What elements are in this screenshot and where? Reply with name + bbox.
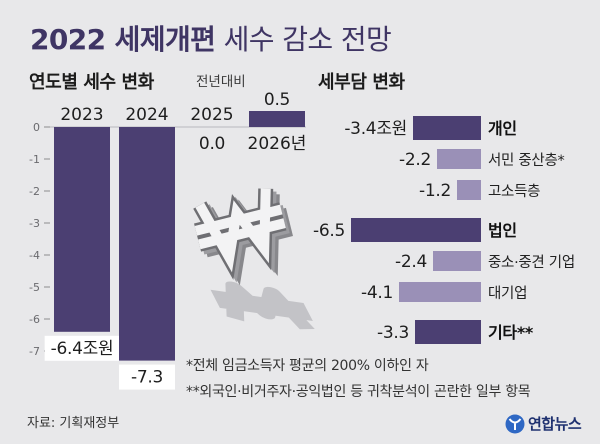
tax-burden-category-label: 고소득층 [488,183,540,200]
value-label-box [119,364,175,390]
annual-chart-title: 연도별 세수 변화 [29,72,154,93]
won-symbol-icon [193,188,315,330]
annual-revenue-bar [119,127,175,361]
won-symbol-shadow [210,281,315,330]
won-face [194,188,286,273]
chart-marks: 0 -1 -2 -3 -4 -5 -6 -7 2023 -6.4조원 2024 -7.3 2025 0.0… [29,90,575,390]
annual-revenue-bar [249,111,305,127]
yonhap-logo: 연합뉴스 [505,414,582,434]
tax-burden-category-label: 서민 중산층* [488,152,565,169]
tax-burden-subgroup-bar [433,251,481,271]
tax-burden-category-label: 대기업 [488,285,527,302]
annual-revenue-bar [54,127,110,332]
source-credit: 자료: 기획재정부 [27,416,120,431]
tax-burden-group-bar [415,320,481,344]
annual-chart-subtitle: 전년대비 [196,74,246,90]
y-tick-label: -1 [29,153,40,166]
annual-value-label: -7.3 [131,368,163,388]
tax-burden-value-label: -1.2 [419,181,451,201]
tax-burden-chart-title: 세부담 변화 [318,72,405,93]
tax-burden-subgroup-bar [399,282,481,302]
y-tick-label: -5 [29,281,40,294]
year-label: 2024 [125,105,168,125]
tax-burden-category-label: 기타** [488,323,534,342]
annual-value-label: -6.4조원 [51,339,114,359]
y-tick-label: -6 [29,313,40,326]
y-tick-label: 0 [33,121,40,134]
y-tick-label: -7 [29,345,40,358]
tax-burden-category-label: 법인 [488,221,517,240]
tax-burden-group-bar [351,218,481,242]
year-label: 2023 [60,105,103,125]
tax-burden-value-label: -2.2 [399,150,431,170]
year-label: 2025 [190,105,233,125]
title-bold: 2022 세제개편 [30,23,216,56]
tax-burden-value-label: -3.3 [377,323,409,343]
tax-burden-subgroup-bar [437,149,481,169]
logo-text: 연합뉴스 [528,414,582,433]
tax-burden-category-label: 개인 [488,119,517,138]
tax-burden-value-label: -4.1 [361,283,393,303]
page-title: 2022 세제개편 세수 감소 전망 [30,23,392,56]
title-regular: 세수 감소 전망 [223,23,392,56]
won-shadow-stroke [210,281,315,330]
annual-value-label: 0.0 [199,134,225,154]
annual-value-label: 0.5 [264,90,290,110]
tax-burden-category-label: 중소·중견 기업 [488,254,575,271]
y-tick-label: -4 [29,249,40,262]
year-label: 2026년 [248,134,307,154]
tax-burden-group-bar [413,116,481,140]
won-symbol-glyph [193,188,293,286]
footnote: *전체 임금소득자 평균의 200% 이하인 자 [186,358,429,374]
tax-burden-value-label: -6.5 [313,221,345,241]
y-tick-label: -3 [29,217,40,230]
tax-burden-value-label: -3.4조원 [344,119,407,139]
tax-burden-subgroup-bar [457,180,481,200]
y-tick-label: -2 [29,185,40,198]
tax-burden-value-label: -2.4 [395,252,427,272]
value-label-box [44,335,120,361]
footnote: **외국인·비거주자·공익법인 등 귀착분석이 곤란한 일부 항목 [186,384,531,400]
yonhap-logo-icon [505,414,525,434]
